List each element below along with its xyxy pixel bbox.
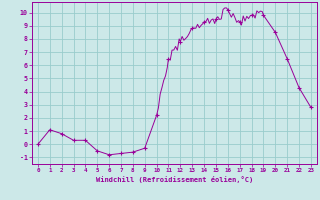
X-axis label: Windchill (Refroidissement éolien,°C): Windchill (Refroidissement éolien,°C) [96,176,253,183]
